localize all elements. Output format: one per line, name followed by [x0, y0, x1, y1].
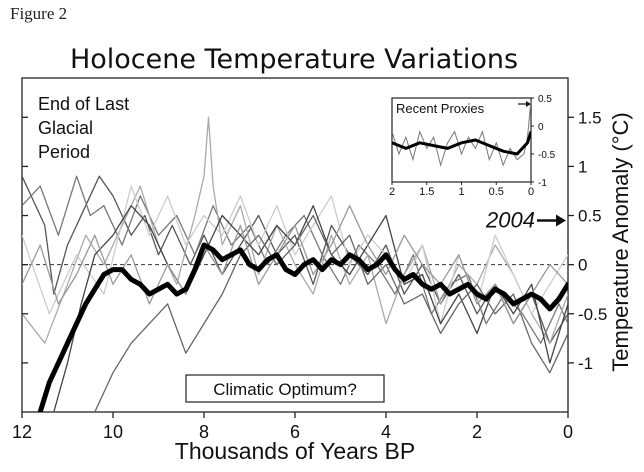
inset-proxy-line: [392, 100, 531, 168]
y-tick-label: 0: [578, 256, 587, 275]
climatic-optimum-label: Climatic Optimum?: [213, 380, 357, 399]
x-tick-label: 10: [103, 422, 123, 442]
marker-2004-label: 2004: [485, 207, 535, 232]
inset-y-tick-label: 0.5: [538, 94, 552, 105]
x-tick-label: 0: [563, 422, 573, 442]
inset-y-tick-label: -0.5: [538, 150, 556, 161]
inset-y-tick-label: 0: [538, 122, 544, 133]
x-tick-label: 8: [199, 422, 209, 442]
x-tick-label: 6: [290, 422, 300, 442]
x-tick-label: 4: [381, 422, 391, 442]
y-tick-label: -0.5: [578, 305, 607, 324]
end-glacial-annotation: Period: [38, 142, 90, 162]
y-tick-label: -1: [578, 354, 593, 373]
end-glacial-annotation: End of Last: [38, 94, 129, 114]
inset-x-tick-label: 2: [389, 186, 395, 198]
x-tick-label: 2: [472, 422, 482, 442]
inset-x-tick-label: 1.5: [419, 186, 434, 198]
inset-series-group: [392, 100, 531, 168]
inset-title: Recent Proxies: [396, 101, 485, 116]
inset-x-tick-label: 1: [458, 186, 464, 198]
inset-x-tick-label: 0: [528, 186, 534, 198]
chart-title: Holocene Temperature Variations: [70, 44, 518, 75]
marker-2004-arrowhead: [556, 214, 566, 227]
x-tick-label: 12: [12, 422, 32, 442]
inset-frame: [391, 97, 532, 183]
y-tick-label: 1.5: [578, 108, 602, 127]
proxy-series-line-6: [94, 214, 568, 412]
inset-y-tick-label: -1: [538, 178, 547, 189]
end-glacial-annotation: Glacial: [38, 118, 93, 138]
inset-arrowhead: [526, 101, 531, 107]
y-tick-label: 0.5: [578, 207, 602, 226]
mean-series-line: [37, 242, 568, 412]
proxy-series-line-7: [22, 205, 568, 325]
inset-mean-line: [392, 131, 531, 156]
inset-x-tick-label: 0.5: [489, 186, 504, 198]
proxy-series-line-5: [53, 205, 568, 412]
x-axis-label: Thousands of Years BP: [175, 438, 415, 464]
series-group: [22, 116, 568, 412]
climatic-optimum-box: [185, 374, 385, 403]
y-axis-label: Temperature Anomaly (°C): [608, 112, 633, 371]
y-tick-label: 1: [578, 157, 587, 176]
figure-label: Figure 2: [10, 4, 68, 23]
